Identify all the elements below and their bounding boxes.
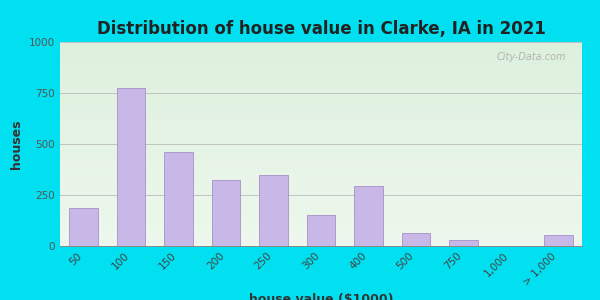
Bar <box>401 233 430 246</box>
Bar <box>70 208 98 246</box>
Bar <box>117 88 145 246</box>
Bar <box>449 240 478 246</box>
Bar <box>164 152 193 246</box>
Bar <box>307 215 335 246</box>
Bar <box>544 235 572 246</box>
Bar <box>212 180 241 246</box>
Y-axis label: houses: houses <box>10 119 23 169</box>
Bar <box>259 175 288 246</box>
Title: Distribution of house value in Clarke, IA in 2021: Distribution of house value in Clarke, I… <box>97 20 545 38</box>
Bar <box>354 186 383 246</box>
Text: City-Data.com: City-Data.com <box>497 52 566 62</box>
X-axis label: house value ($1000): house value ($1000) <box>249 293 393 300</box>
